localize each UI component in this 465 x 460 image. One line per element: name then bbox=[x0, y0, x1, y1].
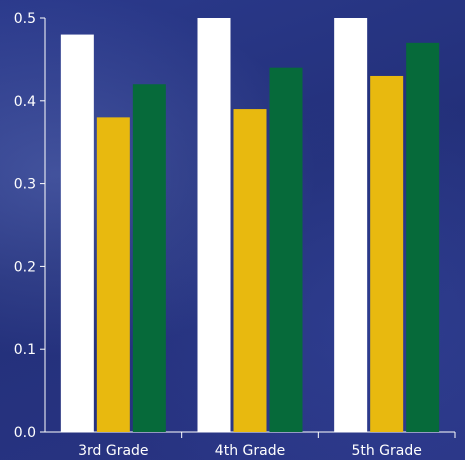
bar-series-1-3rd-grade bbox=[60, 34, 94, 433]
bar-series-3-4th-grade bbox=[269, 67, 303, 433]
y-tick-label: 0.1 bbox=[14, 342, 36, 358]
bar-series-1-5th-grade bbox=[334, 18, 368, 432]
bar-series-2-4th-grade bbox=[233, 109, 267, 432]
x-category-label: 5th Grade bbox=[351, 443, 421, 459]
y-tick-label: 0.5 bbox=[14, 11, 36, 27]
bar-series-3-3rd-grade bbox=[132, 84, 166, 433]
x-category-label: 4th Grade bbox=[215, 443, 285, 459]
y-tick-label: 0.0 bbox=[14, 425, 36, 441]
y-tick-label: 0.4 bbox=[14, 94, 36, 110]
bar-series-3-5th-grade bbox=[406, 42, 440, 433]
y-tick-label: 0.3 bbox=[14, 177, 36, 193]
bar-series-2-3rd-grade bbox=[96, 117, 130, 433]
bar-series-1-4th-grade bbox=[197, 18, 231, 432]
y-tick-label: 0.2 bbox=[14, 259, 36, 275]
x-category-label: 3rd Grade bbox=[78, 443, 148, 459]
bar-series-2-5th-grade bbox=[370, 75, 404, 433]
